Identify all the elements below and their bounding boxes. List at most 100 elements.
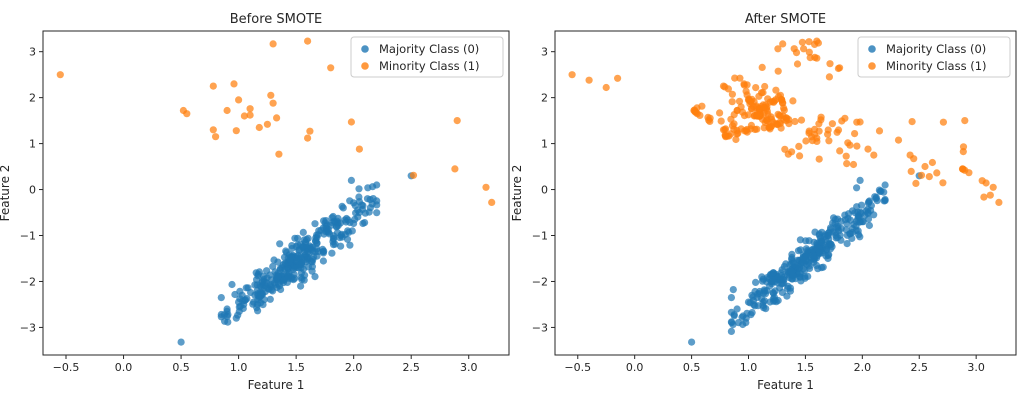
data-point <box>311 220 319 228</box>
data-point <box>269 287 277 295</box>
before-smote-panel: −0.5 0.0 0.5 1.0 1.5 2.0 2.5 3.0 −3 −2 −1 0 1 2 3 Befor… <box>0 12 510 392</box>
data-point <box>796 270 804 278</box>
data-point <box>818 264 826 272</box>
data-point <box>761 82 769 91</box>
series-minority <box>56 37 496 206</box>
data-point <box>614 74 622 82</box>
y-tick-label: −2 <box>532 275 548 288</box>
data-point <box>881 181 889 189</box>
legend-label: Majority Class (0) <box>379 42 479 56</box>
data-point <box>795 142 803 150</box>
data-point <box>346 241 354 249</box>
data-point <box>746 100 754 108</box>
y-axis-label: Feature 2 <box>510 165 524 222</box>
data-point <box>928 158 937 167</box>
data-point <box>742 87 750 95</box>
data-point <box>811 125 819 133</box>
data-point <box>740 112 749 120</box>
data-point <box>217 294 225 302</box>
legend-marker <box>361 45 369 53</box>
x-tick-label: 1.0 <box>230 361 248 374</box>
data-point <box>832 231 840 239</box>
data-point <box>786 284 795 292</box>
data-point <box>690 106 699 114</box>
data-point <box>453 117 461 125</box>
data-point <box>870 151 878 159</box>
data-point <box>870 211 878 219</box>
data-point <box>716 109 724 117</box>
data-point <box>907 167 915 175</box>
x-tick-label: 3.0 <box>460 361 478 374</box>
data-point <box>285 271 293 279</box>
data-point <box>797 116 806 124</box>
data-point <box>778 96 786 104</box>
data-point <box>339 204 347 212</box>
data-point <box>762 305 770 313</box>
data-point <box>269 40 277 48</box>
y-tick-label: 1 <box>541 138 548 151</box>
data-point <box>864 205 872 213</box>
data-point <box>352 209 360 217</box>
data-point <box>306 127 314 135</box>
data-point <box>824 130 832 138</box>
data-point <box>788 267 796 275</box>
y-tick-label: 2 <box>541 92 548 105</box>
data-point <box>369 183 377 191</box>
data-point <box>856 176 864 184</box>
data-point <box>286 256 294 264</box>
data-point <box>989 183 997 191</box>
data-point <box>313 245 321 253</box>
data-point <box>274 280 282 288</box>
y-tick-label: 1 <box>29 138 36 151</box>
series-minority <box>568 37 1003 206</box>
data-point <box>838 117 846 125</box>
data-point <box>980 193 988 201</box>
data-point <box>986 191 994 199</box>
data-point <box>760 124 768 132</box>
data-point <box>760 297 769 305</box>
data-point <box>254 292 262 300</box>
data-point <box>796 236 805 244</box>
data-point <box>759 88 767 97</box>
plot-area <box>568 37 1003 346</box>
data-point <box>731 74 739 82</box>
data-point <box>811 53 819 62</box>
data-point <box>763 107 771 115</box>
data-point <box>297 282 305 290</box>
data-point <box>815 120 823 128</box>
data-point <box>774 45 782 53</box>
data-point <box>717 117 725 125</box>
data-point <box>817 113 825 121</box>
data-point <box>728 319 736 327</box>
data-point <box>800 45 808 53</box>
data-point <box>748 309 756 317</box>
data-point <box>774 67 782 75</box>
data-point <box>810 253 818 261</box>
data-point <box>706 117 714 125</box>
data-point <box>836 147 844 155</box>
data-point <box>851 130 859 138</box>
data-point <box>766 282 774 290</box>
data-point <box>269 262 277 271</box>
data-point <box>732 135 740 144</box>
data-point <box>373 197 381 205</box>
data-point <box>781 145 789 153</box>
data-point <box>910 155 918 163</box>
data-point <box>224 318 232 326</box>
data-point <box>766 125 774 133</box>
y-axis-label: Feature 2 <box>0 165 12 222</box>
data-point <box>788 148 796 156</box>
data-point <box>365 208 373 216</box>
data-point <box>774 110 782 118</box>
data-point <box>758 63 766 71</box>
data-point <box>488 198 496 206</box>
data-point <box>337 242 345 250</box>
data-point <box>739 312 747 320</box>
data-point <box>894 136 903 144</box>
data-point <box>816 249 824 258</box>
legend-label: Minority Class (1) <box>886 59 987 73</box>
after-smote-panel: −0.5 0.0 0.5 1.0 1.5 2.0 2.5 3.0 −3 −2 −1 0 1 2 3 After… <box>510 12 1017 392</box>
data-point <box>269 99 277 107</box>
data-point <box>802 256 810 264</box>
data-point <box>291 274 299 282</box>
